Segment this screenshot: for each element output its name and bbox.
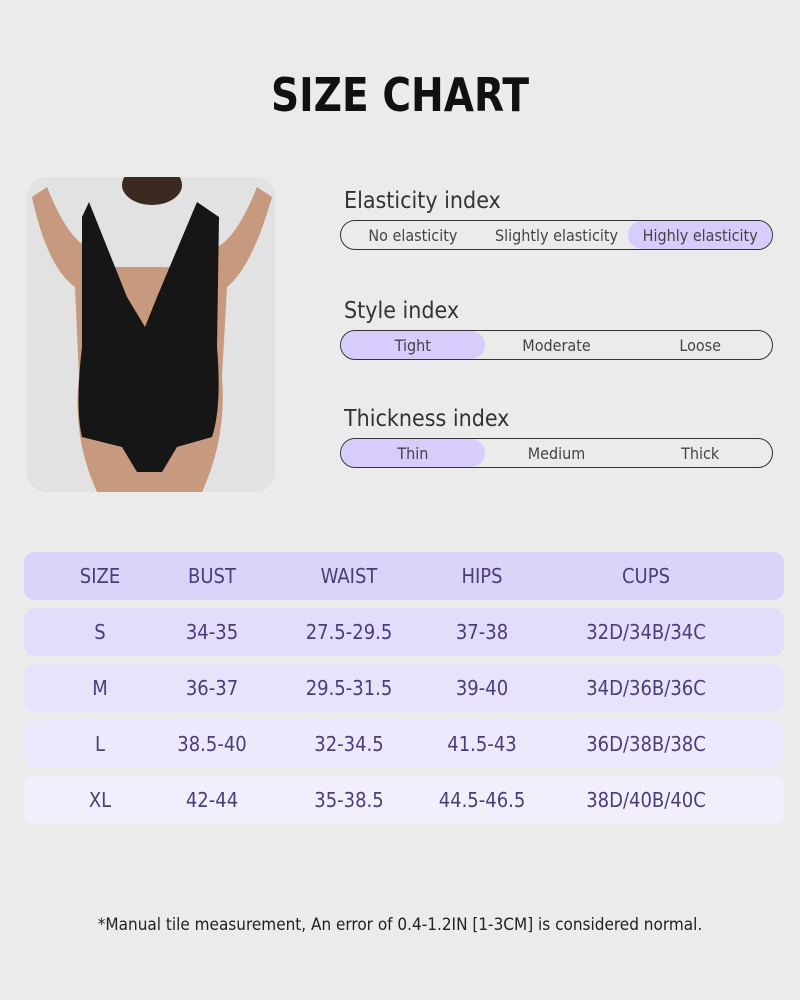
cell-waist: 29.5-31.5 [305, 676, 393, 700]
elasticity-index: Elasticity index No elasticity Slightly … [340, 188, 773, 250]
cell-size: M [92, 676, 108, 700]
cell-bust: 34-35 [185, 620, 239, 644]
table-row: S 34-35 27.5-29.5 37-38 32D/34B/34C [24, 608, 784, 656]
option-medium: Medium [527, 443, 586, 463]
option-loose: Loose [679, 335, 722, 355]
cell-waist: 35-38.5 [314, 788, 384, 812]
cell-size: L [94, 732, 106, 756]
thickness-scale: Thin Medium Thick [340, 438, 773, 468]
table-row: M 36-37 29.5-31.5 39-40 34D/36B/36C [24, 664, 784, 712]
style-index: Style index Tight Moderate Loose [340, 298, 773, 360]
cell-cups: 38D/40B/40C [586, 788, 706, 812]
measurement-note: *Manual tile measurement, An error of 0.… [97, 915, 703, 935]
option-highly-elasticity: Highly elasticity [628, 221, 772, 249]
option-slightly-elasticity: Slightly elasticity [494, 225, 619, 245]
style-scale: Tight Moderate Loose [340, 330, 773, 360]
product-photo [27, 177, 275, 492]
header-hips: HIPS [461, 564, 503, 588]
header-bust: BUST [188, 564, 236, 588]
cell-waist: 32-34.5 [314, 732, 384, 756]
option-thin: Thin [341, 439, 485, 467]
header-waist: WAIST [320, 564, 378, 588]
cell-size: XL [88, 788, 112, 812]
style-label: Style index [344, 298, 460, 324]
cell-bust: 42-44 [185, 788, 239, 812]
thickness-index: Thickness index Thin Medium Thick [340, 406, 773, 468]
elasticity-scale: No elasticity Slightly elasticity Highly… [340, 220, 773, 250]
cell-hips: 37-38 [455, 620, 509, 644]
header-cups: CUPS [621, 564, 671, 588]
page-title: SIZE CHART [270, 68, 530, 122]
table-row: L 38.5-40 32-34.5 41.5-43 36D/38B/38C [24, 720, 784, 768]
option-tight: Tight [341, 331, 485, 359]
cell-hips: 39-40 [455, 676, 509, 700]
cell-cups: 32D/34B/34C [586, 620, 706, 644]
table-header: SIZE BUST WAIST HIPS CUPS [24, 552, 784, 600]
option-thick: Thick [681, 443, 720, 463]
cell-cups: 34D/36B/36C [586, 676, 706, 700]
elasticity-label: Elasticity index [344, 188, 501, 214]
cell-cups: 36D/38B/38C [586, 732, 706, 756]
cell-bust: 38.5-40 [177, 732, 247, 756]
cell-bust: 36-37 [185, 676, 239, 700]
cell-hips: 41.5-43 [447, 732, 517, 756]
cell-waist: 27.5-29.5 [305, 620, 393, 644]
table-row: XL 42-44 35-38.5 44.5-46.5 38D/40B/40C [24, 776, 784, 824]
thickness-label: Thickness index [344, 406, 510, 432]
cell-hips: 44.5-46.5 [438, 788, 526, 812]
option-moderate: Moderate [522, 335, 591, 355]
header-size: SIZE [79, 564, 121, 588]
cell-size: S [94, 620, 106, 644]
option-no-elasticity: No elasticity [368, 225, 458, 245]
